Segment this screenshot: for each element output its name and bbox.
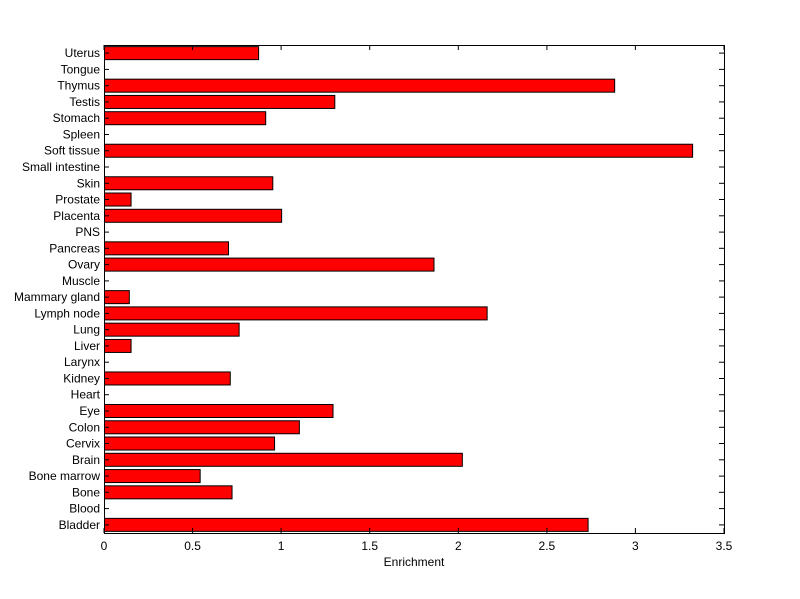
bar-lung xyxy=(104,322,240,337)
x-tick-label: 0 xyxy=(101,539,108,553)
x-tick-label: 2 xyxy=(455,539,462,553)
bars-layer xyxy=(104,46,694,532)
x-tick-label: 3.5 xyxy=(716,539,733,553)
x-tick-label: 2.5 xyxy=(539,539,556,553)
x-tick-label: 0.5 xyxy=(184,539,201,553)
bar-stomach xyxy=(104,111,267,126)
bar-bladder xyxy=(104,517,589,532)
bar-testis xyxy=(104,94,336,109)
plot-frame xyxy=(104,45,725,534)
y-tick-label: Kidney xyxy=(63,372,100,386)
bar-ovary xyxy=(104,257,435,272)
labels-layer: Uterus Tongue Thymus Testis Stomach Spleen Sof… xyxy=(14,46,733,553)
y-tick-label: Cervix xyxy=(66,437,100,451)
bar-colon xyxy=(104,420,300,435)
bar-cervix xyxy=(104,436,276,451)
y-tick-label: Soft tissue xyxy=(44,144,100,158)
y-tick-label: Tongue xyxy=(61,62,101,76)
y-tick-label: PNS xyxy=(75,225,100,239)
y-tick-label: Mammary gland xyxy=(14,290,100,304)
y-tick-label: Blood xyxy=(69,502,100,516)
bar-thymus xyxy=(104,78,616,93)
y-tick-label: Heart xyxy=(71,388,101,402)
y-tick-label: Bone xyxy=(72,485,100,499)
ticks-layer xyxy=(103,45,725,533)
y-tick-label: Prostate xyxy=(55,193,100,207)
y-tick-label: Eye xyxy=(79,404,100,418)
bar-eye xyxy=(104,403,334,418)
y-tick-label: Small intestine xyxy=(22,160,100,174)
x-axis-label: Enrichment xyxy=(384,555,445,569)
bar-placenta xyxy=(104,208,283,223)
y-tick-label: Liver xyxy=(74,339,100,353)
y-tick-label: Uterus xyxy=(65,46,100,60)
bar-bone-marrow xyxy=(104,469,201,484)
bar-bone xyxy=(104,485,233,500)
y-tick-label: Pancreas xyxy=(49,241,100,255)
bar-pancreas xyxy=(104,241,229,256)
y-tick-label: Larynx xyxy=(64,355,100,369)
bar-uterus xyxy=(104,46,260,61)
bar-lymph-node xyxy=(104,306,488,321)
y-tick-label: Brain xyxy=(72,453,100,467)
x-tick-label: 1.5 xyxy=(361,539,378,553)
y-tick-label: Ovary xyxy=(68,258,100,272)
bar-kidney xyxy=(104,371,231,386)
bar-brain xyxy=(104,452,463,467)
x-tick-label: 3 xyxy=(632,539,639,553)
y-tick-label: Bladder xyxy=(59,518,100,532)
bar-skin xyxy=(104,176,274,191)
y-tick-label: Spleen xyxy=(63,128,100,142)
y-tick-label: Testis xyxy=(69,95,100,109)
bar-soft-tissue xyxy=(104,143,694,158)
y-tick-label: Colon xyxy=(69,420,100,434)
y-tick-label: Muscle xyxy=(62,274,100,288)
y-tick-label: Bone marrow xyxy=(29,469,101,483)
y-tick-label: Skin xyxy=(77,176,100,190)
x-tick-label: 1 xyxy=(278,539,285,553)
y-tick-label: Lung xyxy=(73,323,100,337)
y-tick-label: Stomach xyxy=(53,111,100,125)
y-tick-label: Thymus xyxy=(57,79,100,93)
y-tick-label: Placenta xyxy=(53,209,100,223)
y-tick-label: Lymph node xyxy=(34,306,100,320)
